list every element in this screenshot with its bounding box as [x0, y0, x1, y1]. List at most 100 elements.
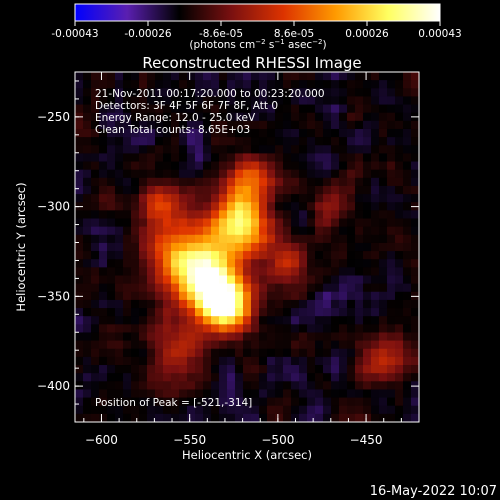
heatmap-cell	[163, 291, 172, 301]
heatmap-cell	[267, 397, 276, 407]
heatmap-cell	[331, 373, 340, 382]
colorbar-tick-label: 0.00043	[418, 28, 461, 40]
heatmap-cell	[147, 169, 156, 179]
heatmap-cell	[211, 259, 220, 268]
heatmap-cell	[163, 308, 172, 317]
heatmap-cell	[379, 373, 388, 382]
heatmap-cell	[123, 324, 132, 334]
y-axis-label: Heliocentric Y (arcsec)	[14, 182, 28, 311]
heatmap-cell	[211, 153, 220, 163]
heatmap-cell	[283, 96, 292, 106]
heatmap-cell	[195, 112, 204, 122]
heatmap-cell	[235, 389, 244, 399]
heatmap-cell	[147, 405, 156, 415]
heatmap-cell	[411, 348, 419, 358]
heatmap-cell	[379, 161, 388, 171]
heatmap-cell	[355, 153, 364, 163]
heatmap-cell	[363, 234, 372, 244]
heatmap-cell	[339, 340, 348, 350]
heatmap-cell	[259, 267, 268, 277]
heatmap-cell	[211, 389, 220, 399]
heatmap-cell	[379, 88, 388, 98]
heatmap-cell	[187, 226, 196, 236]
heatmap-cell	[387, 348, 396, 358]
heatmap-cell	[379, 397, 388, 407]
heatmap-cell	[131, 202, 140, 211]
heatmap-cell	[395, 96, 404, 106]
heatmap-cell	[379, 218, 388, 228]
heatmap-cell	[403, 153, 412, 163]
heatmap-cell	[267, 194, 276, 203]
heatmap-cell	[195, 397, 204, 407]
heatmap-cell	[155, 356, 164, 366]
heatmap-cell	[131, 291, 140, 301]
heatmap-cell	[355, 104, 364, 114]
heatmap-cell	[299, 348, 308, 358]
heatmap-cell	[291, 381, 300, 391]
heatmap-cell	[307, 340, 316, 350]
heatmap-cell	[131, 413, 140, 422]
heatmap-cell	[195, 324, 204, 334]
heatmap-cell	[411, 153, 419, 163]
heatmap-cell	[139, 161, 148, 171]
heatmap-cell	[155, 177, 164, 187]
heatmap-cell	[283, 161, 292, 171]
heatmap-cell	[195, 308, 204, 317]
heatmap-cell	[227, 218, 236, 228]
heatmap-cell	[155, 234, 164, 244]
heatmap-cell	[331, 283, 340, 293]
heatmap-cell	[403, 308, 412, 317]
heatmap-cell	[267, 242, 276, 252]
heatmap-cell	[387, 259, 396, 268]
heatmap-cell	[211, 299, 220, 309]
heatmap-cell	[211, 267, 220, 277]
heatmap-cell	[219, 267, 228, 277]
heatmap-cell	[75, 80, 84, 89]
chart-title: Reconstructed RHESSI Image	[142, 54, 361, 72]
heatmap-cell	[379, 120, 388, 130]
heatmap-cell	[227, 96, 236, 106]
heatmap-cell	[107, 72, 116, 81]
heatmap-cell	[211, 405, 220, 415]
heatmap-cell	[411, 308, 419, 317]
heatmap-cell	[395, 348, 404, 358]
heatmap-cell	[315, 242, 324, 252]
heatmap-cell	[347, 161, 356, 171]
heatmap-cell	[107, 283, 116, 293]
heatmap-cell	[203, 169, 212, 179]
heatmap-cell	[163, 226, 172, 236]
heatmap-cell	[115, 283, 124, 293]
heatmap-cell	[163, 104, 172, 114]
heatmap-cell	[123, 299, 132, 309]
heatmap-cell	[307, 308, 316, 317]
heatmap-cell	[387, 316, 396, 325]
heatmap-cell	[267, 128, 276, 138]
heatmap-cell	[267, 405, 276, 415]
heatmap-cell	[323, 275, 332, 285]
heatmap-cell	[179, 251, 188, 260]
heatmap-cell	[267, 275, 276, 285]
heatmap-cell	[291, 242, 300, 252]
heatmap-cell	[83, 210, 92, 220]
heatmap-cell	[387, 88, 396, 98]
heatmap-cell	[291, 194, 300, 203]
heatmap-cell	[243, 340, 252, 350]
heatmap-cell	[307, 185, 316, 195]
heatmap-cell	[91, 373, 100, 382]
heatmap-cell	[379, 405, 388, 415]
heatmap-cell	[403, 194, 412, 203]
heatmap-cell	[91, 194, 100, 203]
y-tick-label: −250	[37, 110, 70, 124]
heatmap-cell	[363, 251, 372, 260]
heatmap-cell	[99, 177, 108, 187]
heatmap-cell	[347, 210, 356, 220]
heatmap-cell	[91, 340, 100, 350]
heatmap-cell	[75, 88, 84, 98]
heatmap-cell	[371, 234, 380, 244]
heatmap-cell	[267, 169, 276, 179]
heatmap-cell	[219, 299, 228, 309]
heatmap-cell	[99, 218, 108, 228]
heatmap-cell	[235, 210, 244, 220]
heatmap-cell	[251, 137, 260, 146]
heatmap-cell	[323, 72, 332, 81]
